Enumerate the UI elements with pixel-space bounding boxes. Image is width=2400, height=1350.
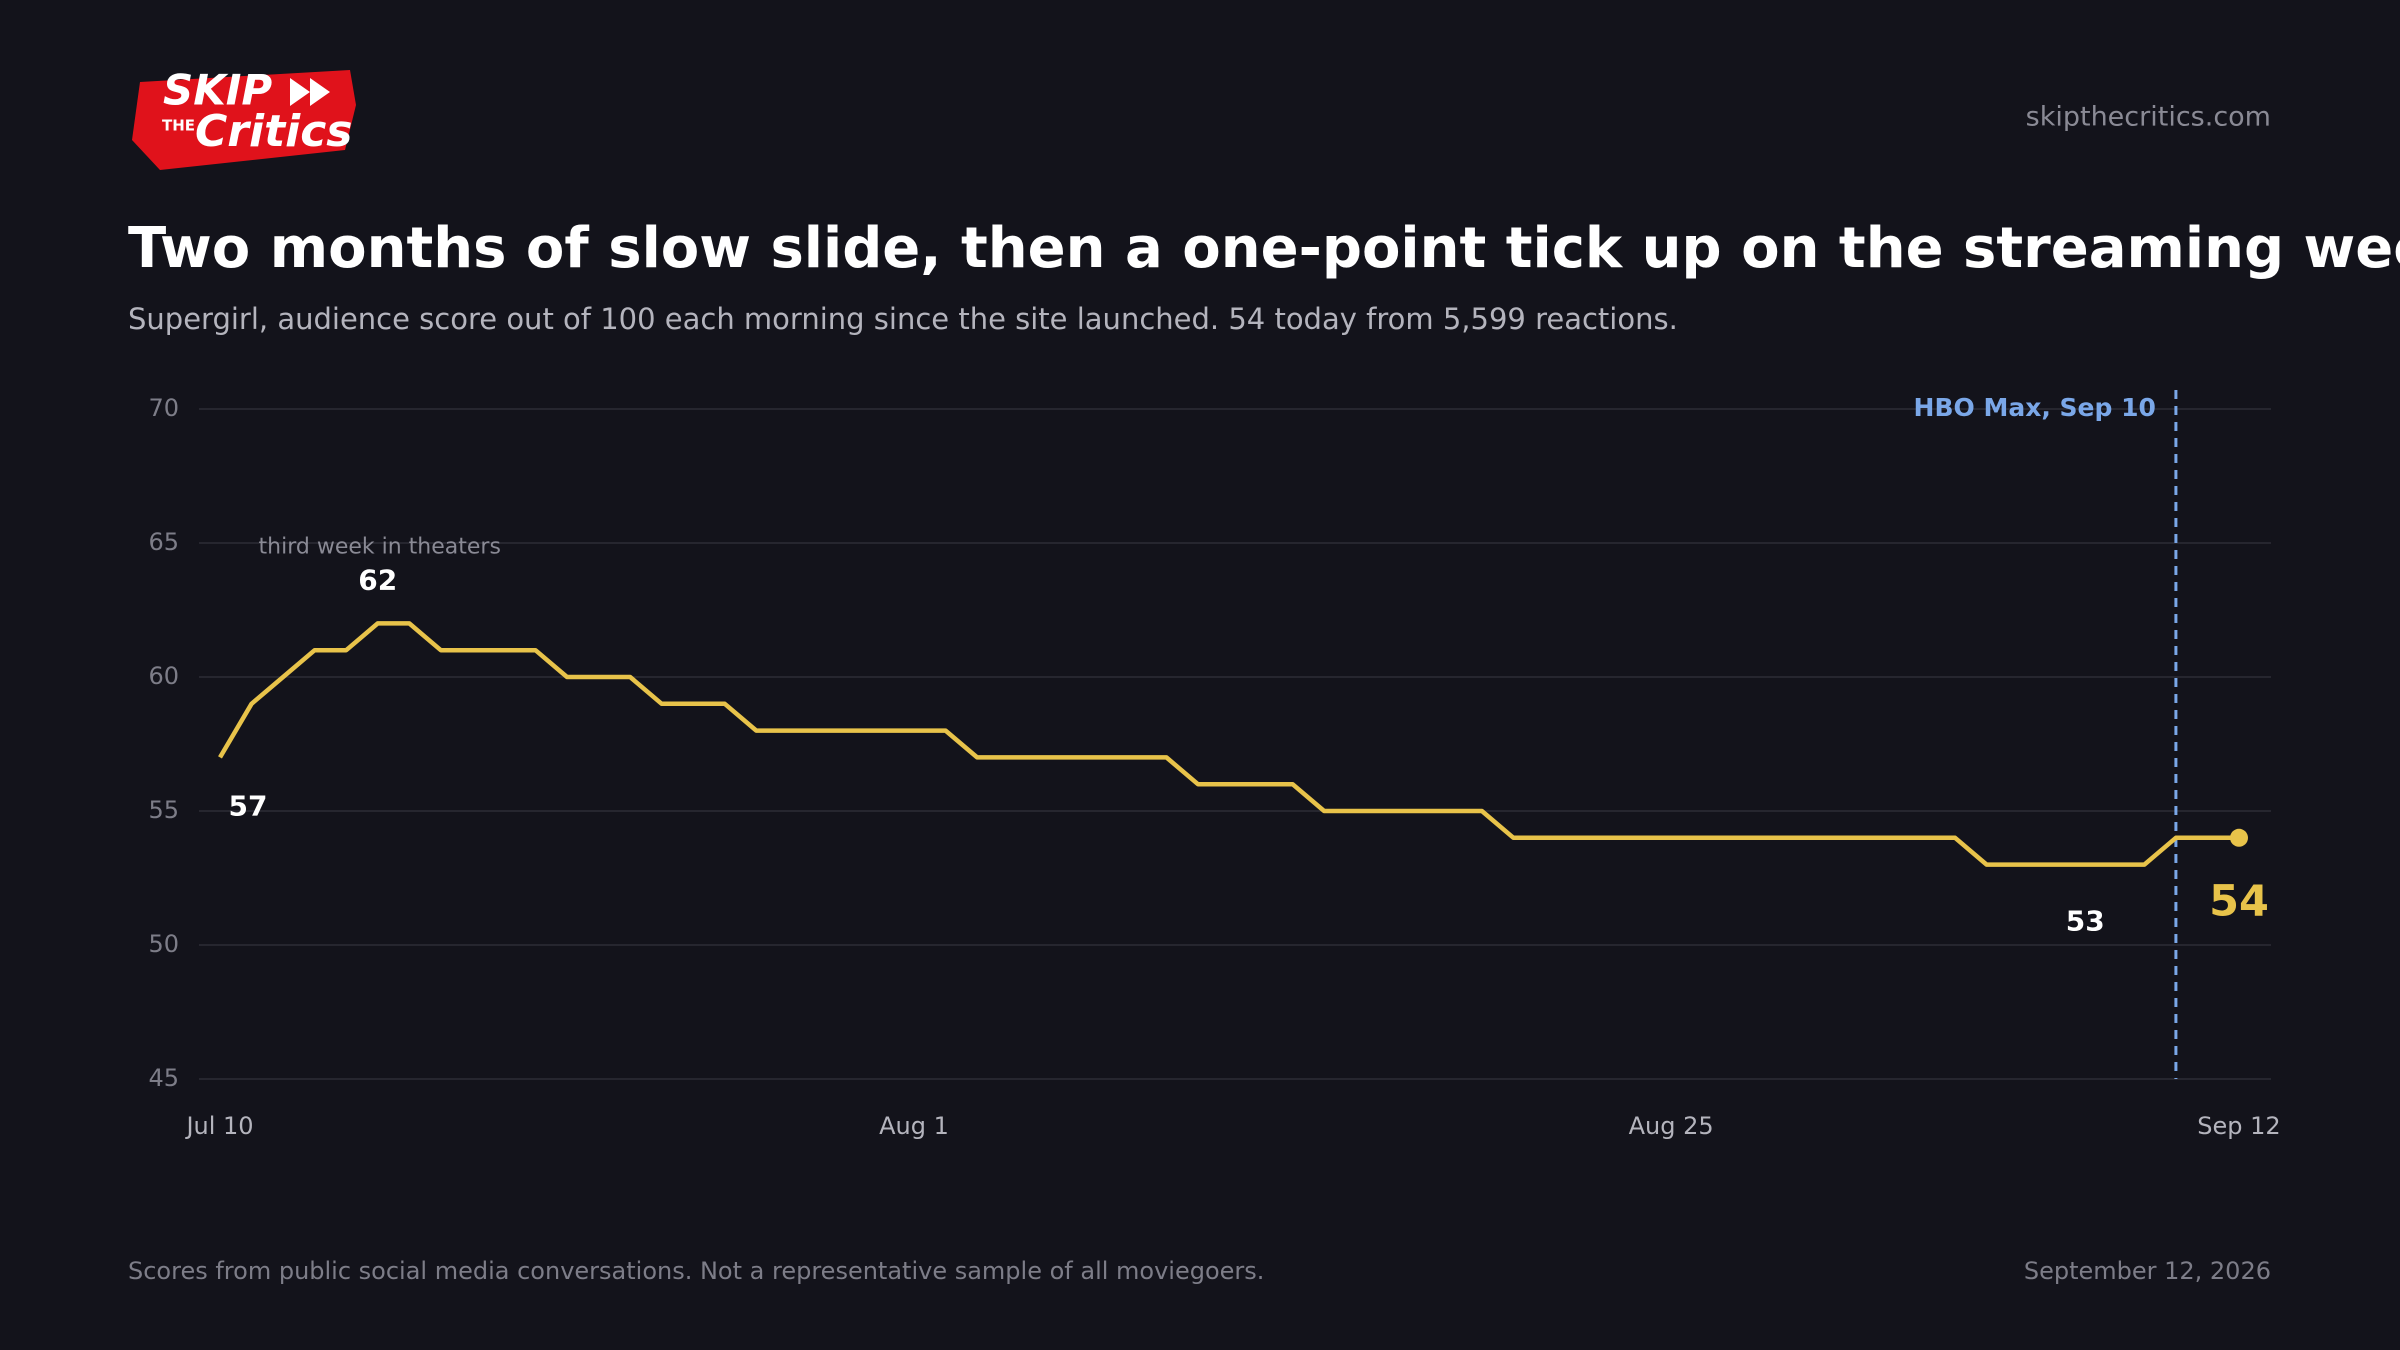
y-tick-label: 55 — [148, 796, 179, 824]
y-tick-label: 60 — [148, 662, 179, 690]
line-series — [218, 621, 2239, 867]
footer-date: September 12, 2026 — [2024, 1257, 2271, 1285]
logo: SKIP THE Critics — [132, 66, 356, 170]
chart-title: Two months of slow slide, then a one-poi… — [128, 216, 2400, 281]
x-tick-label: Sep 12 — [2197, 1112, 2280, 1140]
data-label: 62 — [358, 563, 397, 596]
chart-subtitle: Supergirl, audience score out of 100 eac… — [128, 302, 1678, 336]
logo-arrows — [290, 78, 330, 106]
data-label: 54 — [2209, 876, 2269, 926]
x-tick-label: Aug 1 — [879, 1112, 949, 1140]
y-tick-label: 45 — [148, 1064, 179, 1092]
logo-the: THE — [162, 117, 195, 135]
y-tick-label: 65 — [148, 528, 179, 556]
y-tick-label: 70 — [148, 394, 179, 422]
event-label: HBO Max, Sep 10 — [1914, 393, 2156, 422]
peak-annotation: third week in theaters — [259, 534, 501, 559]
x-tick-label: Aug 25 — [1629, 1112, 1714, 1140]
logo-skip: SKIP — [163, 66, 272, 115]
site-url: skipthecritics.com — [2026, 102, 2271, 133]
data-label: 53 — [2066, 905, 2105, 938]
footer-note: Scores from public social media conversa… — [128, 1257, 1264, 1285]
y-tick-label: 50 — [148, 930, 179, 958]
logo-critics: Critics — [195, 106, 352, 157]
data-label: 57 — [229, 789, 268, 822]
end-dot — [2230, 828, 2248, 847]
x-tick-label: Jul 10 — [184, 1112, 253, 1140]
